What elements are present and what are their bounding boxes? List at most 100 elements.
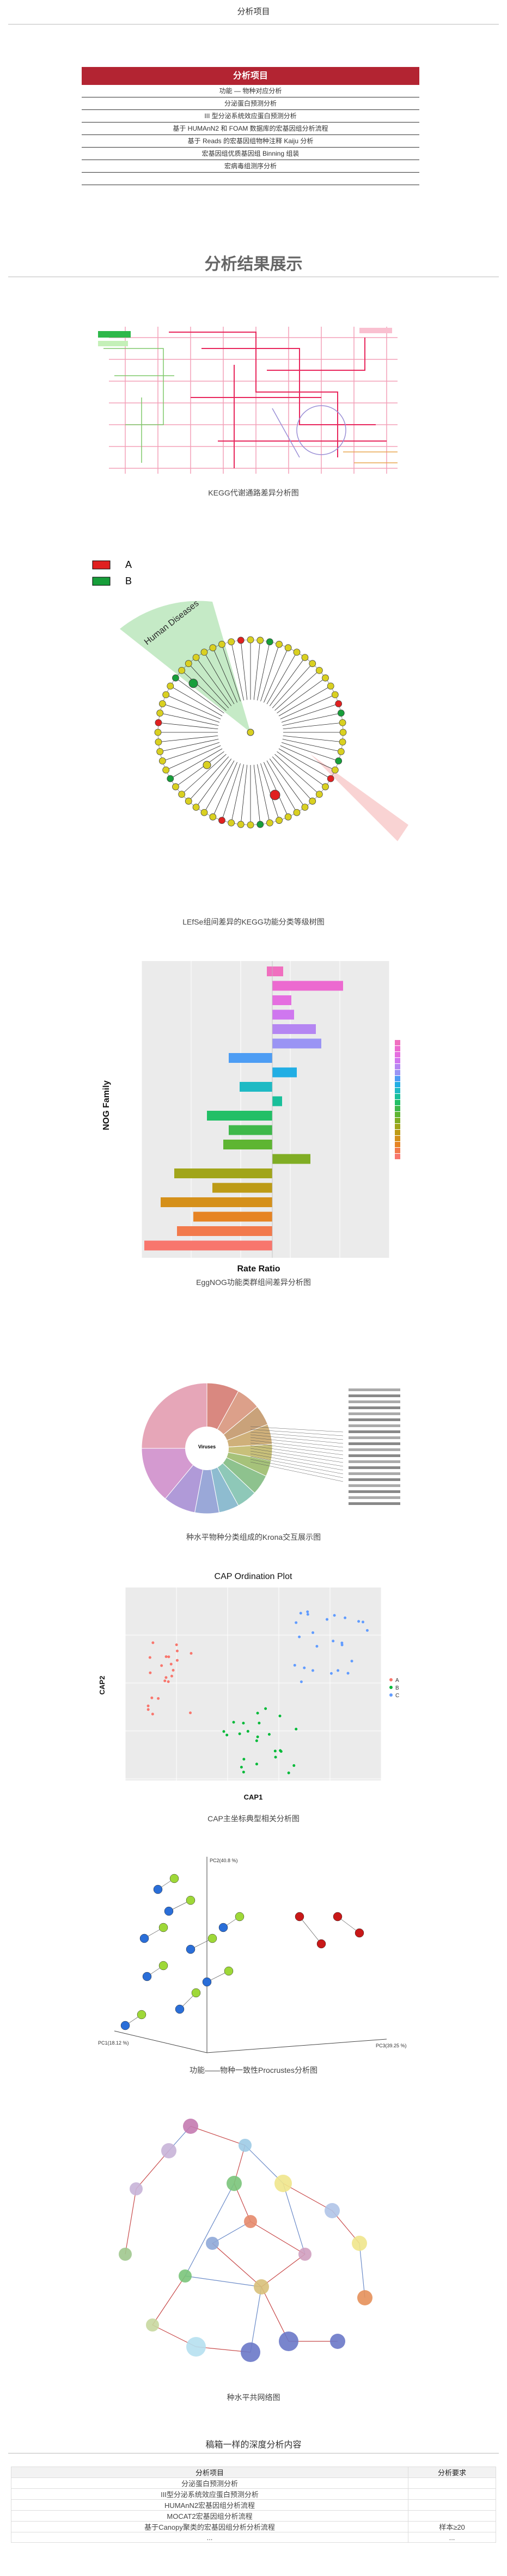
krona-list-entry — [349, 1400, 400, 1403]
lefse-caption: LEfSe组间差异的KEGG功能分类等级树图 — [182, 917, 325, 926]
cladogram-branch — [166, 745, 221, 770]
procrustes-point — [175, 2004, 185, 2014]
network-edge — [212, 2243, 262, 2287]
cladogram-branch — [240, 764, 248, 825]
project-table-header: 分析项目 — [82, 67, 419, 85]
network-node — [239, 2139, 252, 2152]
project-row: 基于 Reads 的宏基因组物种注释 Kaiju 分析 — [82, 135, 419, 148]
cap-point-c — [311, 1631, 315, 1634]
project-row — [82, 173, 419, 185]
cladogram-node — [293, 648, 301, 656]
cladogram-branch — [175, 751, 224, 787]
cladogram-node — [162, 766, 170, 774]
krona-list-entry — [349, 1496, 400, 1499]
cladogram-branch — [283, 722, 343, 730]
cladogram-branch — [240, 640, 248, 700]
axis-pc3: PC3(39.25 %) — [376, 2043, 407, 2048]
network-node — [352, 2236, 367, 2251]
network-edge — [261, 2254, 306, 2287]
eggnog-bar — [272, 1067, 297, 1078]
eggnog-xlabel: Rate Ratio — [237, 1264, 280, 1274]
cladogram-node — [301, 654, 309, 661]
cap-point-b — [274, 1755, 277, 1759]
cladogram-node — [218, 640, 225, 648]
network-node — [279, 2332, 298, 2351]
col-requirement: 分析要求 — [408, 2467, 496, 2478]
cladogram-node — [156, 709, 164, 717]
cladogram-branch — [253, 764, 261, 825]
cladogram-branch — [264, 762, 289, 817]
legend-swatch — [395, 1058, 400, 1063]
network-node — [186, 2337, 206, 2357]
cap-point-c — [300, 1680, 303, 1684]
krona-leader-line — [250, 1445, 344, 1459]
krona-list-entry — [349, 1478, 400, 1481]
cap-point-b — [246, 1730, 249, 1733]
network-edge — [245, 2145, 284, 2184]
cladogram-node — [167, 682, 174, 690]
project-row: 功能 — 物种对应分析 — [82, 85, 419, 97]
cladogram-branch — [222, 644, 241, 702]
procrustes-point — [235, 1912, 245, 1922]
page-title: 分析项目 — [237, 7, 270, 16]
cladogram-node — [200, 648, 208, 656]
cladogram-node — [200, 809, 208, 816]
cap-point-a — [146, 1708, 150, 1711]
eggnog-caption: EggNOG功能类群组间差异分析图 — [196, 1278, 311, 1287]
cap-point-a — [169, 1662, 173, 1666]
network-edge — [250, 2221, 306, 2255]
cladogram-node — [301, 804, 309, 811]
eggnog-bar — [272, 1009, 294, 1020]
legend-label: C — [395, 1693, 399, 1699]
cladogram-node — [192, 654, 200, 661]
procrustes-point — [153, 1884, 163, 1894]
cladogram-node — [327, 682, 334, 690]
procrustes-point — [355, 1928, 364, 1938]
table-row: 基于Canopy聚类的宏基因组分析分析流程 样本≥20 — [11, 2521, 496, 2532]
cladogram-branch — [212, 762, 237, 817]
cap-point-a — [170, 1674, 173, 1678]
cladogram-node — [209, 813, 217, 821]
cladogram-branch — [282, 713, 341, 726]
eggnog-bar — [207, 1111, 272, 1121]
cladogram-node — [228, 819, 235, 827]
cladogram-branch — [181, 754, 227, 795]
cap-point-c — [306, 1610, 309, 1613]
cladogram-node — [256, 637, 264, 644]
cladogram-branch — [272, 663, 313, 708]
cladogram-node — [185, 797, 192, 805]
eggnog-bar — [161, 1197, 272, 1207]
cladogram-branch — [170, 686, 223, 717]
cap-point-a — [167, 1680, 170, 1684]
cladogram-node — [158, 757, 166, 764]
cap-point-c — [315, 1644, 319, 1648]
cladogram-node — [266, 819, 273, 827]
cap-point-b — [242, 1758, 246, 1761]
eggnog-bar — [177, 1226, 272, 1236]
cap-point-a — [151, 1712, 154, 1716]
cladogram-branch — [175, 677, 224, 714]
row-name: HUMAnN2宏基因组分析流程 — [11, 2499, 408, 2511]
table-row: III型分泌系统效应蛋白预测分析 — [11, 2488, 496, 2500]
network-node — [330, 2334, 345, 2349]
network-node — [254, 2279, 269, 2294]
cladogram-branch — [281, 703, 339, 723]
table-row: MOCAT2宏基因组分析流程 — [11, 2510, 496, 2522]
cap-point-b — [256, 1711, 259, 1715]
krona-leader-line — [250, 1440, 344, 1452]
project-row: 基于 HUMAnN2 和 FOAM 数据库的宏基因组分析流程 — [82, 123, 419, 135]
network-node — [179, 2269, 192, 2283]
eggnog-bar — [229, 1053, 272, 1063]
krona-list-entry — [349, 1460, 400, 1463]
procrustes-point — [158, 1923, 168, 1932]
procrustes-point — [186, 1895, 196, 1905]
cap-point-a — [148, 1656, 151, 1659]
cladogram-node — [256, 821, 264, 828]
cap-point-a — [150, 1696, 154, 1699]
network-edge — [152, 2275, 186, 2326]
cap-point-b — [242, 1722, 245, 1725]
cladogram-branch — [160, 713, 219, 726]
eggnog-bar — [272, 995, 291, 1005]
project-row: 宏病毒组测序分析 — [82, 160, 419, 173]
